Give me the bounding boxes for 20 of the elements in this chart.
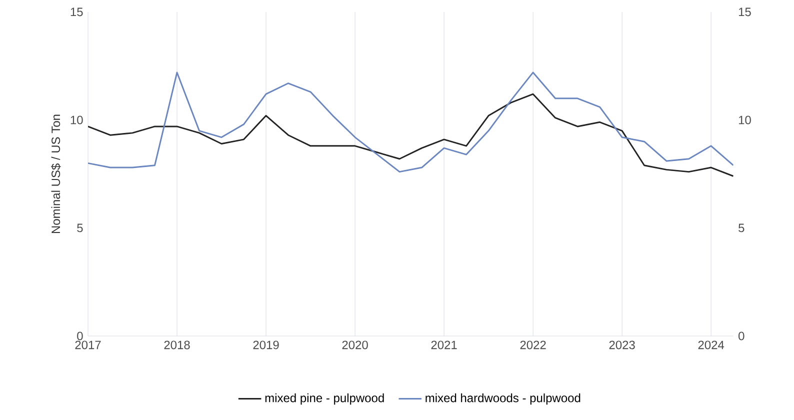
- y-tick-label: 10: [70, 116, 83, 124]
- x-tick-label: 2017: [75, 340, 101, 350]
- line-series: [88, 72, 734, 173]
- x-tick-label: 2023: [609, 340, 635, 350]
- y2-tick-label: 15: [738, 8, 751, 16]
- x-tick-label: 2024: [698, 340, 724, 350]
- y-tick-label: 15: [70, 8, 83, 16]
- x-tick-label: 2018: [164, 340, 190, 350]
- legend-label: mixed pine - pulpwood: [265, 393, 384, 405]
- y-axis-title: Nominal US$ / US Ton: [51, 114, 61, 234]
- legend-label: mixed hardwoods - pulpwood: [426, 393, 580, 405]
- x-tick-label: 2019: [253, 340, 279, 350]
- y-tick-label: 5: [77, 224, 83, 232]
- y2-tick-label: 5: [738, 224, 744, 232]
- y-tick-label: 0: [77, 332, 83, 340]
- y2-tick-label: 10: [738, 116, 751, 124]
- x-tick-label: 2020: [342, 340, 368, 350]
- x-tick-label: 2021: [431, 340, 457, 350]
- y2-tick-label: 0: [738, 332, 744, 340]
- x-tick-label: 2022: [520, 340, 546, 350]
